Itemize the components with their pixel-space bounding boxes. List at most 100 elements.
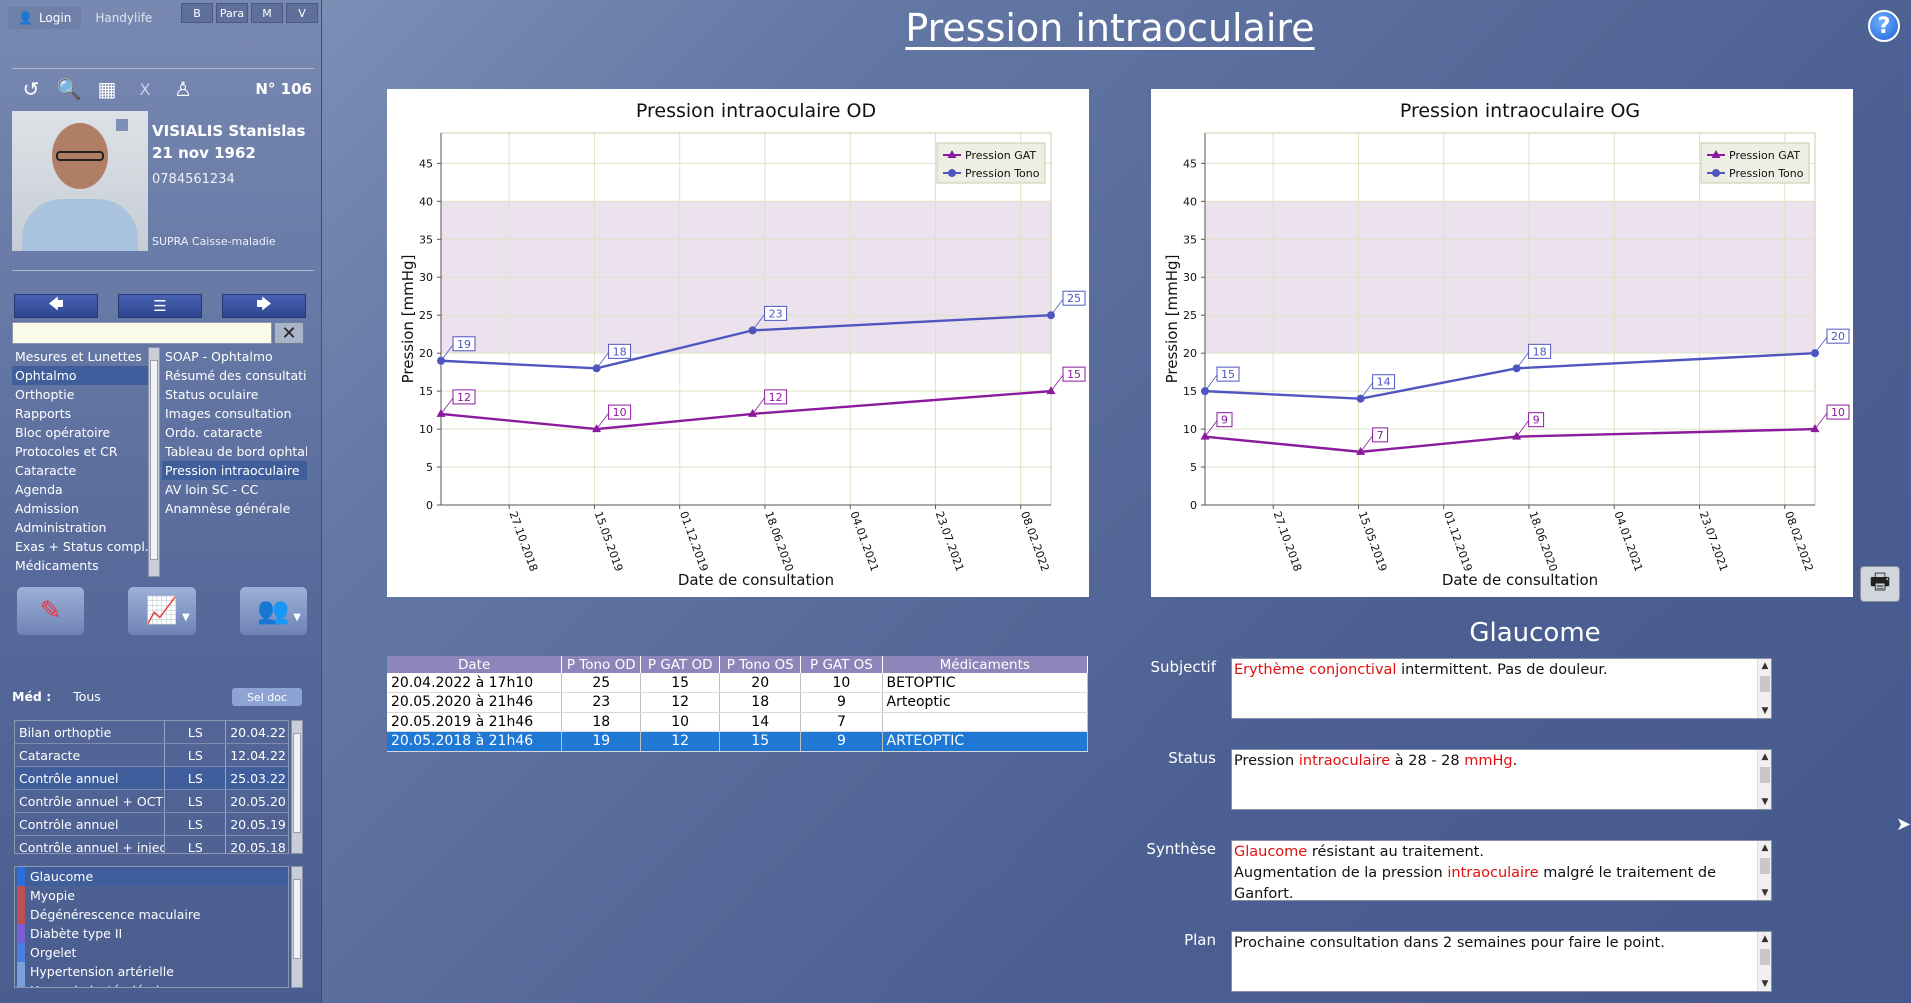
login-button[interactable]: 👤 Login <box>8 7 82 29</box>
y-tick-label: 45 <box>419 157 433 170</box>
table-header-cell[interactable]: Date <box>387 656 563 673</box>
scroll-down-icon[interactable]: ▼ <box>1761 797 1769 807</box>
patient-photo[interactable] <box>12 111 148 251</box>
table-header-cell[interactable]: P Tono OS <box>719 656 802 673</box>
diagnosis-row[interactable]: Myopie <box>15 886 288 905</box>
consultation-row[interactable]: Contrôle annuel + injectionLS20.05.18 <box>15 836 288 853</box>
scroll-down-icon[interactable]: ▼ <box>1761 888 1769 898</box>
close-x-icon[interactable]: X <box>139 79 151 99</box>
sub-menu-item[interactable]: Pression intraoculaire <box>162 461 307 480</box>
doctor-filter-value[interactable]: Tous <box>73 689 101 704</box>
mode-b-button[interactable]: B <box>181 3 213 23</box>
consultation-scrollbar[interactable] <box>291 720 303 854</box>
mode-para-button[interactable]: Para <box>216 3 248 23</box>
diagnosis-row[interactable]: Diabète type II <box>15 924 288 943</box>
soap-field-0[interactable]: Erythème conjonctival intermittent. Pas … <box>1231 658 1772 719</box>
main-menu-item[interactable]: Médicaments <box>15 558 99 573</box>
table-row[interactable]: 20.05.2019 à 21h46 18 10 14 7 <box>387 712 1089 732</box>
diagnosis-scrollbar[interactable] <box>291 866 303 988</box>
clear-search-button[interactable]: ✕ <box>274 322 304 344</box>
consultation-row[interactable]: Contrôle annuel LS 25.03.22 <box>15 767 288 790</box>
main-menu-item[interactable]: Agenda <box>15 482 63 497</box>
table-header-cell[interactable]: Médicaments <box>882 656 1089 673</box>
main-menu-item[interactable]: Cataracte <box>15 463 77 478</box>
table-row[interactable]: 20.05.2018 à 21h46 19 12 15 9 ARTEOPTIC <box>387 731 1089 752</box>
mode-v-button[interactable]: V <box>286 3 318 23</box>
legend-marker <box>947 150 957 158</box>
soap-scrollbar[interactable]: ▲ ▼ <box>1757 750 1771 809</box>
scroll-up-icon[interactable]: ▲ <box>1761 752 1769 762</box>
scrollbar-thumb[interactable] <box>293 733 301 833</box>
sub-menu-item[interactable]: Anamnèse générale <box>165 501 291 516</box>
sub-menu-item[interactable]: Ordo. cataracte <box>165 425 263 440</box>
scrollbar-thumb[interactable] <box>1760 676 1770 692</box>
soap-scrollbar[interactable]: ▲ ▼ <box>1757 659 1771 718</box>
data-point <box>1356 394 1365 403</box>
consultation-row[interactable]: Contrôle annuel LS 20.05.19 <box>15 813 288 836</box>
consultation-row[interactable]: Contrôle annuel + OCT LS 20.05.20 <box>15 790 288 813</box>
navigation-row: 🡄 ☰ 🡆 <box>14 294 306 318</box>
diagnosis-row[interactable]: Orgelet <box>15 943 288 962</box>
soap-scrollbar[interactable]: ▲ ▼ <box>1757 841 1771 900</box>
main-menu-item[interactable]: Administration <box>15 520 107 535</box>
diagnosis-row[interactable]: Dégénérescence maculaire <box>15 905 288 924</box>
calendar-icon[interactable]: ▦ <box>97 77 117 101</box>
handylife-link[interactable]: Handylife <box>95 11 153 25</box>
sub-menu-item[interactable]: Status oculaire <box>165 387 259 402</box>
soap-text: Augmentation de la pression <box>1234 865 1448 881</box>
consultation-row[interactable]: Bilan orthoptie LS 20.04.22 <box>15 721 288 744</box>
mode-m-button[interactable]: M <box>251 3 283 23</box>
table-row[interactable]: 20.04.2022 à 17h10 25 15 20 10 BETOPTIC <box>387 673 1089 693</box>
scrollbar-thumb[interactable] <box>150 360 158 560</box>
table-header-cell[interactable]: P GAT OS <box>800 656 883 673</box>
sub-menu-item[interactable]: Images consultation <box>165 406 292 421</box>
table-header-cell[interactable]: P GAT OD <box>640 656 721 673</box>
scroll-up-icon[interactable]: ▲ <box>1761 661 1769 671</box>
table-header-cell[interactable]: P Tono OD <box>561 656 642 673</box>
main-menu-item[interactable]: Exas + Status compl. <box>15 539 149 554</box>
diagnosis-row[interactable]: Glaucome <box>15 867 288 886</box>
search-icon[interactable]: 🔍 <box>56 77 82 101</box>
menu-search-input[interactable] <box>12 322 272 344</box>
scrollbar-thumb[interactable] <box>293 879 301 959</box>
next-button[interactable]: 🡆 <box>222 294 306 318</box>
table-row[interactable]: 20.05.2020 à 21h46 23 12 18 9 Arteoptic <box>387 692 1089 713</box>
main-menu-item[interactable]: Orthoptie <box>15 387 75 402</box>
sub-menu-item[interactable]: AV loin SC - CC <box>165 482 259 497</box>
team-button[interactable]: 👥 ▼ <box>238 586 308 636</box>
main-menu-scrollbar[interactable] <box>148 347 160 577</box>
menu-button[interactable]: ☰ <box>118 294 202 318</box>
scroll-up-icon[interactable]: ▲ <box>1761 843 1769 853</box>
scrollbar-thumb[interactable] <box>1760 767 1770 783</box>
prev-button[interactable]: 🡄 <box>14 294 98 318</box>
doctor-icon[interactable]: ♙ <box>174 77 192 101</box>
edit-button[interactable]: ✎ <box>16 586 86 636</box>
scrollbar-thumb[interactable] <box>1760 858 1770 874</box>
history-icon[interactable]: ↺ <box>22 77 40 101</box>
scrollbar-thumb[interactable] <box>1760 949 1770 965</box>
soap-field-1[interactable]: Pression intraoculaire à 28 - 28 mmHg. ▲ ▼ <box>1231 749 1772 810</box>
main-menu-item[interactable]: Admission <box>15 501 79 516</box>
main-menu-item[interactable]: Bloc opératoire <box>15 425 111 440</box>
main-menu-item[interactable]: Ophtalmo <box>12 366 158 385</box>
scroll-down-icon[interactable]: ▼ <box>1761 979 1769 989</box>
soap-field-2[interactable]: Glaucome résistant au traitement. Augment… <box>1231 840 1772 901</box>
scroll-up-icon[interactable]: ▲ <box>1761 934 1769 944</box>
charts-button[interactable]: 📈 ▼ <box>127 586 197 636</box>
main-menu-item[interactable]: Mesures et Lunettes <box>15 349 142 364</box>
main-menu-item[interactable]: Rapports <box>15 406 72 421</box>
diagnosis-row[interactable]: Hypertension artérielle <box>15 962 288 981</box>
sub-menu-item[interactable]: SOAP - Ophtalmo <box>165 349 273 364</box>
diagnosis-row[interactable]: Hypercholestérolémie <box>15 981 288 987</box>
main-menu-item[interactable]: Protocoles et CR <box>15 444 118 459</box>
data-label-box <box>452 336 476 352</box>
sub-menu-item[interactable]: Résumé des consultations <box>165 368 307 383</box>
sub-menu-item[interactable]: Tableau de bord ophtalmo <box>165 444 307 459</box>
select-doc-button[interactable]: Sel doc <box>232 688 302 706</box>
print-button[interactable]: 🖶 <box>1860 566 1900 602</box>
help-button[interactable]: ? <box>1868 10 1900 42</box>
scroll-down-icon[interactable]: ▼ <box>1761 706 1769 716</box>
soap-field-3[interactable]: Prochaine consultation dans 2 semaines p… <box>1231 931 1772 992</box>
soap-scrollbar[interactable]: ▲ ▼ <box>1757 932 1771 991</box>
consultation-row[interactable]: Cataracte LS 12.04.22 <box>15 744 288 767</box>
